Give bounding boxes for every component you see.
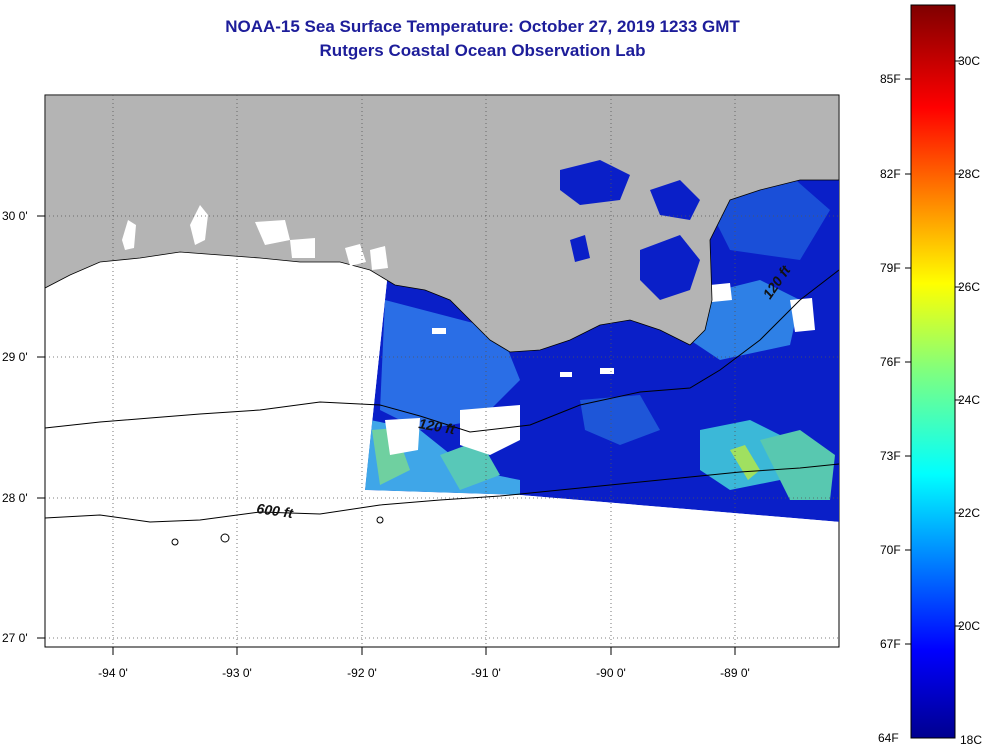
colorbar-label-c: 30C [958,54,980,68]
axis-ticks [37,215,736,655]
land-mass [45,95,839,353]
map-subtitle: Rutgers Coastal Ocean Observation Lab [319,41,646,60]
lat-label: 29 0' [2,350,28,364]
colorbar-label-c: 24C [958,393,980,407]
lat-label: 30 0' [2,209,28,223]
lon-label: -93 0' [222,666,252,680]
colorbar-label-c: 26C [958,280,980,294]
colorbar-label-f: 64F [878,731,899,745]
lat-label: 28 0' [2,491,28,505]
contour-label-120ft: 120 ft [417,415,457,437]
colorbar-label-f: 85F [880,72,901,86]
bathymetry-contours [44,269,840,546]
colorbar-label-c: 22C [958,506,980,520]
colorbar-label-c: 28C [958,167,980,181]
lon-label: -94 0' [98,666,128,680]
colorbar-label-f: 67F [880,637,901,651]
colorbar-label-f: 76F [880,355,901,369]
colorbar-label-f: 79F [880,261,901,275]
map-title: NOAA-15 Sea Surface Temperature: October… [225,17,740,36]
colorbar-label-c: 18C [960,733,982,747]
contour-label-600ft: 600 ft [256,500,296,521]
colorbar-label-f: 82F [880,167,901,181]
lon-label: -92 0' [347,666,377,680]
lon-label: -91 0' [471,666,501,680]
lon-label: -90 0' [596,666,626,680]
colorbar [910,4,956,739]
colorbar-label-c: 20C [958,619,980,633]
colorbar-label-f: 73F [880,449,901,463]
lat-label: 27 0' [2,631,28,645]
lon-label: -89 0' [720,666,750,680]
graticule [45,95,839,647]
colorbar-label-f: 70F [880,543,901,557]
